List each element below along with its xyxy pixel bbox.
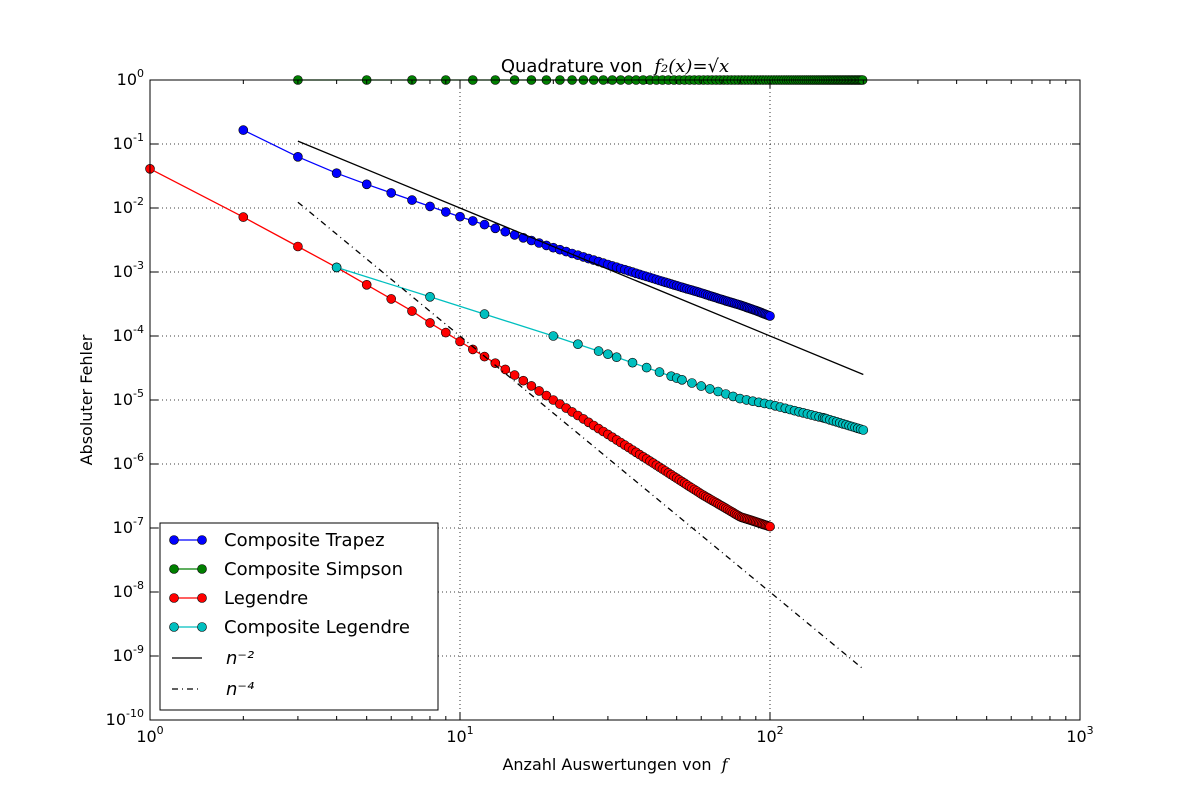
series-point [455, 211, 465, 222]
series-point [479, 219, 490, 230]
series-point [293, 152, 303, 162]
series-point [500, 364, 511, 375]
series-point [548, 331, 559, 341]
x-axis-label: Anzahl Auswertungen von f [502, 755, 730, 774]
y-tick-label: 10-10 [106, 707, 144, 729]
series-point [573, 339, 583, 350]
x-tick-label: 103 [1066, 724, 1093, 746]
series-point [467, 344, 478, 355]
series-point [641, 362, 652, 373]
axis-ticks: 100 101 102 103 100 10-1 10-2 10-3 10-4 10-5 10-6 1… [106, 67, 1094, 746]
legend-marker [169, 622, 179, 632]
y-axis-label: Absoluter Fehler [77, 334, 96, 465]
series-point [238, 125, 249, 135]
series-point [534, 386, 544, 396]
legend-marker [169, 564, 179, 574]
series-point [627, 357, 638, 368]
legend-label: Composite Trapez [224, 530, 385, 551]
series-point [490, 223, 501, 234]
series-point [361, 279, 372, 290]
series-point [603, 349, 613, 360]
series-point [479, 309, 490, 319]
series-point [455, 336, 465, 347]
series-line [297, 201, 864, 670]
series-point [611, 352, 622, 363]
x-axis-label-text: Anzahl Auswertungen von [502, 755, 711, 774]
series-point [858, 425, 869, 435]
legend-label: n⁻⁴ [226, 679, 255, 700]
series-line [297, 140, 864, 376]
series-point [386, 188, 397, 198]
y-tick-label: 10-1 [113, 131, 144, 153]
series-point [407, 306, 417, 316]
series-2 [145, 164, 775, 532]
legend-marker [197, 622, 207, 632]
legend-label: Legendre [224, 588, 308, 609]
y-tick-label: 10-7 [113, 515, 144, 537]
series-4 [297, 140, 864, 376]
x-tick-label: 102 [756, 724, 783, 746]
legend-label: n⁻² [226, 648, 254, 669]
y-tick-label: 10-8 [113, 579, 144, 601]
series-point [440, 207, 451, 217]
series-point [526, 381, 537, 391]
legend-box [159, 522, 439, 711]
series-point [654, 367, 665, 377]
legend-marker [169, 535, 179, 545]
series-point [293, 241, 303, 252]
y-tick-label: 10-5 [113, 387, 144, 409]
series-point [687, 378, 697, 388]
y-tick-label: 10-9 [113, 643, 144, 665]
series-point [509, 370, 520, 380]
series-point [238, 212, 249, 222]
series-point [467, 216, 478, 226]
chart-title: Quadrature von f₂(x)=√x [501, 56, 729, 77]
chart-title-math: f₂(x)=√x [652, 56, 729, 77]
legend-marker [197, 593, 207, 603]
x-tick-label: 100 [136, 724, 163, 746]
legend-label: Composite Legendre [224, 617, 410, 638]
series-point [425, 201, 435, 212]
y-tick-label: 100 [117, 67, 144, 89]
series-point [490, 358, 501, 369]
series-point [696, 381, 707, 391]
series-3 [331, 262, 869, 435]
x-tick-label: 101 [446, 724, 473, 746]
series-point [541, 390, 552, 401]
series-point [593, 346, 604, 356]
series-point [331, 262, 342, 273]
legend-marker [169, 593, 179, 603]
series-point [677, 374, 687, 385]
series-point [705, 384, 715, 394]
series-point [407, 195, 417, 205]
series-0 [238, 125, 775, 321]
legend-marker [197, 535, 207, 545]
legend: Composite Trapez Composite Simpson Legendr… [159, 522, 439, 711]
legend-label: Composite Simpson [224, 559, 403, 580]
y-tick-label: 10-4 [113, 323, 144, 345]
series-point [425, 318, 435, 328]
series-5 [297, 201, 864, 670]
series-point [361, 179, 372, 190]
y-tick-label: 10-6 [113, 451, 144, 473]
series-point [425, 291, 435, 302]
series-point [518, 375, 529, 386]
series-point [765, 311, 775, 321]
y-tick-label: 10-3 [113, 259, 144, 281]
series-point [440, 327, 451, 338]
y-tick-label: 10-2 [113, 195, 144, 217]
legend-marker [197, 564, 207, 574]
series-point [331, 168, 342, 178]
series-point [386, 294, 397, 304]
series-point [765, 521, 775, 532]
chart-title-text: Quadrature von [501, 56, 643, 77]
x-axis-label-math: f [721, 755, 731, 774]
